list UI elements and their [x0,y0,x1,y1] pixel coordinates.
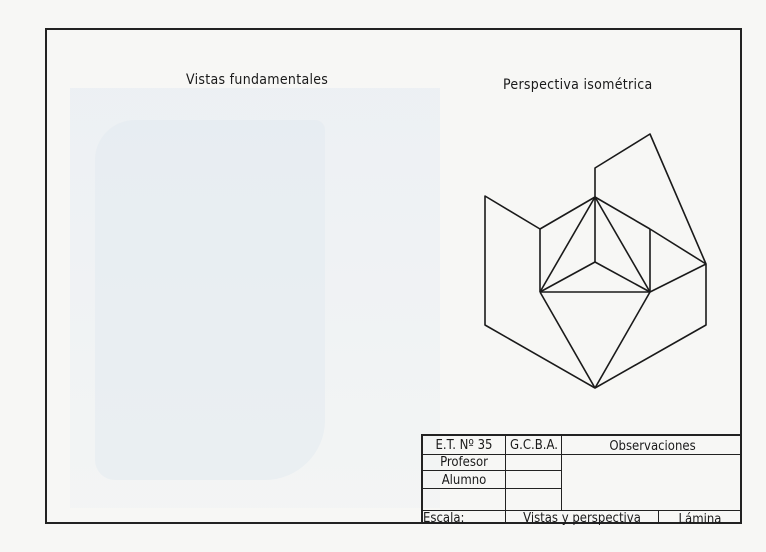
outer-outline [484,133,707,389]
heading-fundamental-views: Vistas fundamentales [186,72,329,88]
faded-bleed-through-area [70,88,440,508]
faded-bleed-through-figure [95,120,325,480]
observations-label: Observaciones [609,439,696,454]
edge-diagonal-b [539,196,596,293]
edge-lower-right-diagonal [594,291,651,389]
edge-lower-left-diagonal [539,291,596,389]
teacher-label: Profesor [440,455,488,470]
subject-label: Vistas y perspectiva [523,511,641,526]
student-label: Alumno [441,473,487,488]
sheet-label: Lámina [678,512,722,527]
edge-diagonal-a [594,196,651,293]
edge-lower-right [649,263,707,293]
heading-isometric-perspective: Perspectiva isométrica [503,77,653,93]
scale-label: Escala: [423,511,465,526]
title-block: E.T. Nº 35 G.C.B.A. Observaciones Profes… [421,434,742,527]
edge-inner-top [594,196,651,230]
edge-right-upper [649,228,707,265]
authority-label: G.C.B.A. [510,438,558,453]
edge-inner-right [594,261,651,293]
drawing-frame [45,28,742,524]
edge-inner-left [539,261,596,293]
school-label: E.T. Nº 35 [435,438,493,453]
